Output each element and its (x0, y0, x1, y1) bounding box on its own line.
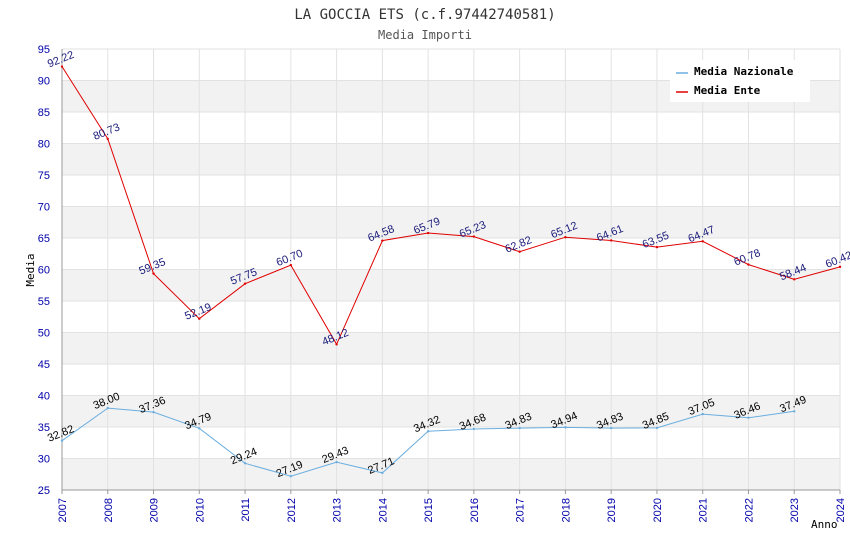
data-point (289, 263, 293, 267)
data-point (655, 245, 659, 249)
data-point (609, 426, 613, 430)
y-tick-label: 80 (38, 139, 50, 151)
data-point (426, 430, 430, 433)
x-tick-label: 2017 (515, 498, 527, 522)
legend-label-nazionale: Media Nazionale (694, 65, 794, 78)
x-tick-label: 2015 (423, 498, 435, 522)
x-tick-label: 2016 (469, 498, 481, 522)
data-point (564, 236, 567, 239)
plot-band (62, 395, 840, 427)
chart-subtitle: Media Importi (378, 28, 472, 42)
plot-band (62, 427, 840, 459)
x-axis-label: Anno (811, 518, 838, 531)
x-tick-label: 2010 (194, 498, 206, 522)
plot-band (62, 175, 840, 207)
x-tick-label: 2014 (377, 498, 389, 522)
data-point (152, 272, 155, 275)
y-tick-label: 35 (38, 422, 50, 434)
y-tick-label: 95 (38, 44, 50, 56)
data-point (289, 475, 293, 478)
data-point (609, 239, 613, 242)
data-point (381, 471, 384, 475)
series-line-ente (61, 66, 841, 346)
data-point (747, 263, 750, 266)
x-tick-label: 2007 (57, 498, 69, 522)
y-axis-ticks: 25 30 35 40 45 50 55 60 65 70 75 80 85 90 95 (38, 44, 50, 497)
data-point (243, 462, 247, 465)
y-tick-label: 50 (38, 328, 50, 340)
plot-band (62, 364, 840, 396)
data-point (243, 282, 247, 285)
data-point (472, 235, 476, 238)
chart-title: LA GOCCIA ETS (c.f.97442740581) (294, 7, 555, 23)
x-tick-label: 2023 (789, 498, 801, 522)
y-tick-label: 55 (38, 296, 50, 308)
y-axis-label: Media (24, 253, 37, 286)
data-point (838, 265, 842, 269)
axes (61, 49, 841, 494)
plot-band (62, 269, 840, 301)
data-point (793, 410, 796, 413)
data-point (198, 427, 201, 430)
x-tick-label: 2022 (743, 498, 755, 522)
data-point (426, 231, 430, 235)
data-point (518, 426, 521, 430)
grid (61, 48, 841, 491)
data-point (335, 343, 338, 346)
data-point (335, 460, 338, 464)
x-tick-label: 2018 (560, 498, 572, 522)
data-point (701, 240, 704, 243)
data-point (198, 317, 201, 320)
plot-band (62, 332, 840, 364)
data-point (518, 250, 521, 253)
plot-band (62, 206, 840, 238)
y-tick-label: 65 (38, 233, 50, 245)
data-point (472, 427, 476, 431)
x-tick-label: 2009 (149, 498, 161, 522)
x-tick-label: 2019 (606, 498, 618, 522)
y-tick-label: 45 (38, 359, 50, 371)
data-point (60, 439, 64, 442)
series-group (60, 65, 842, 478)
plot-background (62, 49, 840, 490)
x-tick-label: 2024 (835, 498, 847, 522)
x-tick-label: 2011 (240, 498, 252, 522)
legend: Media Nazionale Media Ente (670, 60, 810, 102)
plot-band (62, 143, 840, 175)
data-point (564, 426, 567, 429)
x-tick-label: 2013 (332, 498, 344, 522)
data-point (701, 412, 704, 416)
x-tick-label: 2012 (286, 498, 298, 522)
y-tick-label: 30 (38, 454, 50, 466)
plot-band (62, 301, 840, 333)
legend-box (670, 60, 810, 102)
x-tick-label: 2021 (698, 498, 710, 522)
plot-band (62, 238, 840, 270)
data-point (106, 137, 109, 141)
y-tick-label: 75 (38, 170, 50, 182)
y-tick-label: 60 (38, 265, 50, 277)
legend-label-ente: Media Ente (694, 84, 761, 97)
x-tick-label: 2008 (103, 498, 115, 522)
x-tick-label: 2020 (652, 498, 664, 522)
x-axis-ticks: 2007 2008 2009 2010 2011 2012 2013 2014 2015 2016… (57, 498, 847, 522)
data-point (747, 416, 750, 420)
data-point (106, 406, 109, 410)
y-tick-label: 90 (38, 76, 50, 88)
data-point (381, 239, 384, 242)
y-tick-label: 40 (38, 391, 50, 403)
data-point (655, 426, 659, 430)
data-point (793, 278, 796, 281)
plot-band (62, 458, 840, 490)
y-tick-label: 85 (38, 107, 50, 119)
data-point (60, 65, 64, 68)
y-tick-label: 25 (38, 485, 50, 497)
plot-band (62, 112, 840, 144)
y-tick-label: 70 (38, 202, 50, 214)
data-point (152, 410, 155, 414)
